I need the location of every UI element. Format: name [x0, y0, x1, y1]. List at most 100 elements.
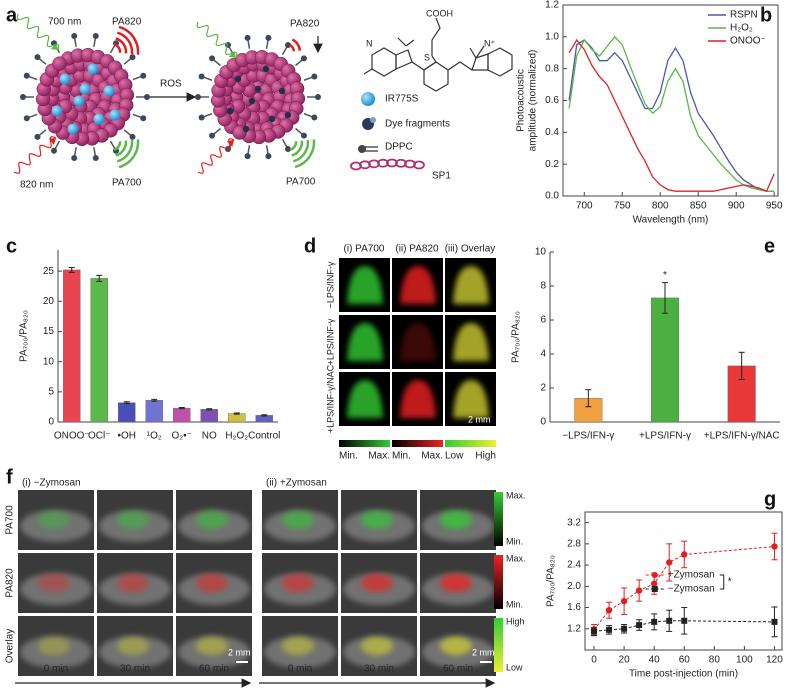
x-tick-label: 850	[690, 201, 707, 212]
dye	[67, 123, 79, 135]
point	[650, 580, 658, 587]
y-tick-label: 2.8	[567, 538, 581, 549]
scale-label: 2 mm	[468, 414, 491, 424]
point	[605, 606, 613, 614]
signal-region	[453, 380, 489, 418]
signal-label: PA820	[112, 17, 142, 28]
series-line	[568, 35, 775, 192]
chem-structure	[363, 17, 513, 92]
chem-label: S	[424, 52, 430, 62]
plot-frame	[584, 511, 783, 651]
colorbar-label: Min.	[392, 451, 411, 462]
colorbar-label: Max.	[421, 451, 443, 462]
chem-label: N⁺	[484, 38, 495, 48]
legend-label: RSPN	[730, 10, 758, 21]
column-header: (i) PA700	[344, 244, 385, 255]
annotation: *	[728, 577, 732, 588]
incident-label: 820 nm	[20, 180, 53, 191]
x-tick-label: 950	[766, 201, 783, 212]
column-header: (iii) Overlay	[445, 244, 496, 255]
row-label: PA820	[5, 568, 16, 598]
panel-label: a	[6, 4, 18, 26]
lipid-head	[23, 115, 30, 122]
dye	[242, 125, 250, 133]
signal-arc	[289, 141, 298, 151]
signal-region	[196, 574, 228, 592]
signal-region	[347, 266, 383, 304]
y-tick-label: 3.2	[567, 517, 581, 528]
signal-arc	[116, 139, 134, 163]
series-line	[568, 38, 775, 193]
signal-region	[282, 574, 314, 592]
legend-label: DPPC	[385, 142, 413, 153]
dye	[103, 85, 115, 97]
colorbar-label: Low	[506, 662, 523, 672]
x-tick-label: •OH	[117, 431, 136, 442]
signal-arc	[291, 38, 302, 51]
signal-arc	[116, 31, 134, 55]
legend-icon	[370, 117, 376, 123]
light-wave-head	[50, 43, 58, 50]
colorbar-label: High	[475, 451, 496, 462]
signal-region	[38, 574, 70, 592]
bar	[228, 413, 246, 423]
dye	[87, 63, 99, 75]
signal-label: PA700	[286, 177, 316, 188]
lipid-head	[198, 73, 205, 80]
signal-region	[361, 574, 393, 592]
x-tick-label: OCl⁻	[88, 431, 111, 442]
y-tick-label: 6	[540, 315, 546, 326]
light-wave-head	[226, 140, 234, 147]
sp1-unit	[413, 160, 425, 170]
y-tick-label: 10	[43, 356, 55, 367]
lipid-head	[195, 94, 201, 100]
signal-arc	[118, 25, 140, 55]
colorbar-label: Min.	[339, 451, 358, 462]
x-axis-label: Time post-injection (min)	[629, 669, 738, 680]
incident-label: 700 nm	[48, 17, 81, 28]
x-axis-label: Wavelength (nm)	[633, 215, 709, 226]
lipid-head	[198, 114, 205, 121]
x-tick-label: H₂O₂	[225, 431, 248, 442]
dye	[248, 97, 256, 105]
light-wave-head	[48, 138, 56, 145]
legend-label: +Zymosan	[668, 570, 715, 581]
y-tick-label: 2	[540, 383, 546, 394]
time-label: 30 min	[120, 664, 150, 675]
dye	[93, 113, 105, 125]
y-tick-label: 0.8	[545, 63, 559, 74]
colorbar	[494, 492, 503, 546]
dye	[73, 95, 85, 107]
signal-arc	[291, 140, 304, 157]
y-tick-label: 0.0	[545, 191, 559, 202]
point	[635, 587, 643, 594]
signal-label: PA700	[112, 178, 142, 189]
time-label: 60 min	[443, 664, 473, 675]
time-label: 0 min	[288, 664, 312, 675]
panel-label: e	[764, 235, 775, 257]
point	[681, 617, 688, 624]
signal-arc	[115, 37, 128, 54]
sp1-unit	[386, 158, 398, 168]
legend-marker	[651, 586, 658, 592]
bar	[145, 400, 163, 423]
lipid-head	[311, 114, 318, 121]
lipid-head	[34, 133, 41, 140]
x-tick-label: NO	[202, 431, 217, 442]
row-label: +LPS/INF-γ/NAC	[325, 364, 335, 433]
row-label: PA700	[5, 505, 16, 535]
lipid-head	[140, 72, 147, 79]
dye	[51, 105, 63, 117]
colorbar	[392, 440, 443, 447]
bar	[200, 409, 218, 423]
sp1-unit	[368, 159, 380, 169]
lipid-head	[20, 94, 26, 100]
y-tick-label: 0	[48, 417, 54, 428]
legend-marker	[651, 572, 658, 578]
lipid-head	[92, 155, 99, 162]
group-label: (ii) +Zymosan	[266, 478, 327, 489]
x-tick-label: 20	[619, 655, 631, 666]
lipid-head	[51, 147, 57, 154]
dye	[262, 65, 270, 73]
